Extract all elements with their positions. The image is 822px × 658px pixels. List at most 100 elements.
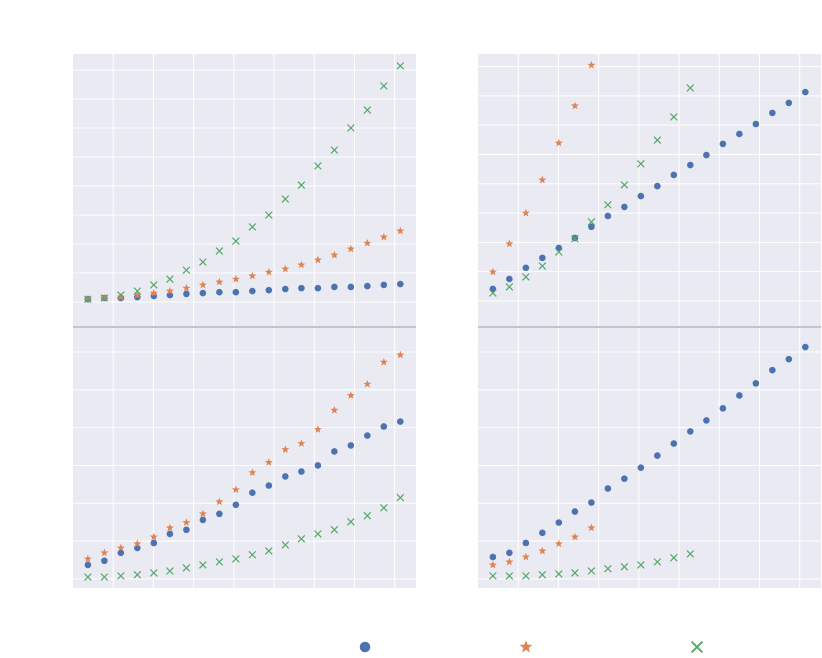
data-point [521, 208, 530, 217]
data-point [183, 526, 190, 534]
data-point [182, 518, 191, 526]
data-point [363, 511, 372, 520]
data-point [571, 569, 579, 577]
data-point [539, 529, 546, 537]
data-point [505, 283, 514, 291]
data-point [802, 88, 809, 96]
data-point [297, 260, 306, 269]
data-point [232, 237, 240, 245]
data-point [380, 423, 388, 430]
data-point [133, 287, 142, 295]
data-point [522, 273, 530, 281]
data-point [313, 425, 322, 433]
data-point [521, 552, 530, 561]
data-point [604, 201, 612, 209]
data-point [216, 510, 223, 518]
data-point [397, 418, 404, 425]
data-point [330, 406, 339, 414]
data-point [330, 146, 339, 154]
data-point [297, 535, 306, 543]
data-point [687, 161, 694, 169]
data-point [347, 283, 355, 291]
data-point [297, 439, 306, 447]
data-point [150, 539, 158, 547]
data-point [505, 239, 514, 248]
data-point [248, 271, 257, 280]
data-point [488, 267, 497, 276]
data-point [265, 286, 273, 294]
data-point [265, 547, 273, 555]
data-point [769, 366, 776, 374]
data-point [215, 558, 224, 566]
data-point [298, 468, 305, 475]
data-point [117, 572, 125, 580]
data-point [330, 525, 339, 534]
data-point [654, 452, 661, 459]
data-point [620, 562, 629, 571]
data-point [100, 573, 109, 581]
data-point [346, 391, 355, 399]
data-point [703, 417, 710, 424]
data-point [380, 281, 388, 289]
data-point [100, 548, 109, 557]
data-point [215, 497, 224, 506]
data-point [198, 280, 207, 289]
legend-marker [359, 641, 371, 653]
data-point [522, 264, 530, 272]
data-point [297, 181, 306, 189]
data-point [570, 532, 579, 541]
data-point [620, 181, 629, 189]
data-point [396, 493, 405, 502]
data-point [522, 539, 530, 547]
data-point [719, 405, 727, 412]
data-point [117, 549, 125, 557]
data-point [670, 440, 678, 447]
data-point [182, 266, 191, 274]
data-point [653, 558, 662, 566]
data-point [281, 445, 290, 453]
data-point [379, 232, 388, 241]
data-point [637, 464, 645, 472]
data-point [506, 275, 513, 283]
data-point [396, 226, 405, 235]
data-point [670, 113, 678, 121]
data-point [215, 277, 224, 286]
data-point [364, 282, 371, 290]
data-point [802, 343, 809, 351]
data-point [687, 428, 694, 435]
data-point [489, 572, 497, 580]
data-point [379, 357, 388, 366]
data-point [397, 280, 404, 288]
data-point [604, 212, 612, 220]
data-point [314, 462, 322, 469]
data-point [489, 289, 497, 297]
data-point [505, 557, 514, 566]
data-point [570, 101, 579, 110]
data-point [587, 60, 596, 69]
data-point [134, 544, 141, 552]
data-point [736, 130, 743, 138]
data-point [363, 238, 372, 247]
data-point [232, 288, 240, 296]
data-point [637, 192, 645, 200]
data-point [248, 550, 257, 559]
data-point [232, 555, 240, 563]
data-point [587, 523, 596, 532]
data-point [84, 295, 92, 303]
data-point [281, 195, 290, 203]
data-point [752, 120, 760, 128]
data-point [231, 485, 240, 494]
data-point [785, 99, 793, 107]
data-point [554, 138, 563, 147]
data-point [149, 281, 158, 289]
data-point [719, 140, 727, 148]
data-point [199, 516, 207, 524]
data-point [347, 124, 355, 132]
data-point [364, 432, 371, 439]
data-point [538, 546, 547, 555]
data-point [330, 250, 339, 259]
data-point [554, 248, 563, 256]
data-point [686, 550, 695, 558]
data-point [298, 284, 305, 292]
data-point [346, 244, 355, 253]
